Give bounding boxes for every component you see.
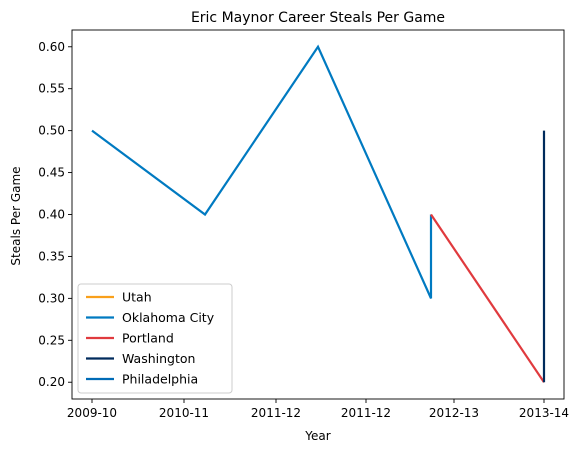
y-tick-label: 0.55 <box>38 82 65 96</box>
y-tick-label: 0.25 <box>38 333 65 347</box>
chart-title: Eric Maynor Career Steals Per Game <box>191 10 445 26</box>
legend-label: Portland <box>122 331 174 346</box>
x-tick-label: 2010-11 <box>159 406 209 420</box>
legend-label: Washington <box>122 351 195 366</box>
x-tick-label: 2011-12 <box>341 406 391 420</box>
y-tick-label: 0.20 <box>38 375 65 389</box>
legend-label: Utah <box>122 290 152 305</box>
y-tick-label: 0.35 <box>38 249 65 263</box>
x-tick-label: 2012-13 <box>429 406 479 420</box>
y-tick-label: 0.30 <box>38 291 65 305</box>
x-tick-label: 2009-10 <box>67 406 117 420</box>
y-tick-label: 0.50 <box>38 124 65 138</box>
legend-box <box>77 283 233 394</box>
series-line-2 <box>430 213 545 383</box>
x-tick-label: 2013-14 <box>519 406 569 420</box>
x-axis-label: Year <box>304 429 330 443</box>
y-axis-label: Steals Per Game <box>9 166 23 265</box>
y-tick-label: 0.45 <box>38 166 65 180</box>
x-tick-label: 2011-12 <box>251 406 301 420</box>
legend-label: Philadelphia <box>122 372 198 387</box>
y-tick-label: 0.60 <box>38 40 65 54</box>
ticks-layer: 0.20 0.25 0.30 0.35 0.40 0.45 0.50 0.55 0.60 2009… <box>38 40 569 420</box>
series-line-1 <box>91 44 433 299</box>
legend: Utah Oklahoma City Portland Washington Phila… <box>77 283 233 394</box>
legend-label: Oklahoma City <box>122 310 215 325</box>
plot-layer <box>91 44 546 383</box>
y-tick-label: 0.40 <box>38 208 65 222</box>
